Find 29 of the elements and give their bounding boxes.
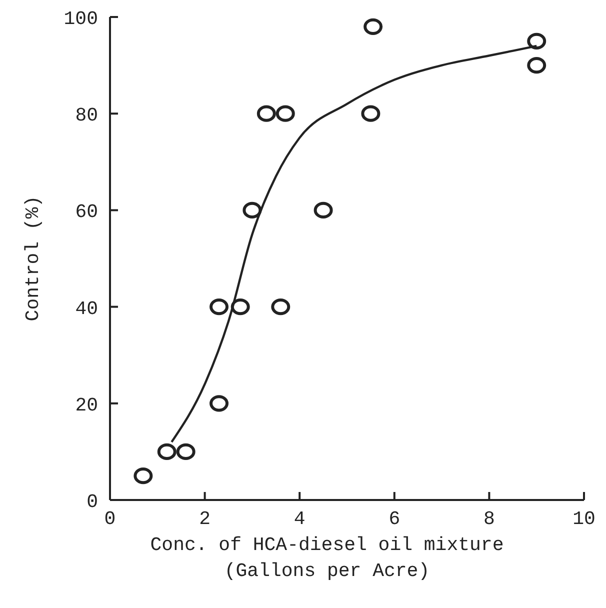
point: [134, 468, 153, 484]
point: [230, 298, 250, 316]
x-tick-label: 6: [388, 508, 400, 530]
y-tick-label: 0: [86, 491, 98, 513]
x-tick-label: 10: [572, 508, 596, 530]
y-axis-title: Control (%): [22, 196, 44, 322]
y-tick-label: 80: [75, 104, 98, 127]
y-tick-label: 20: [75, 394, 98, 416]
point: [242, 202, 262, 218]
y-tick-label: 40: [75, 298, 98, 320]
point: [276, 105, 295, 122]
point: [361, 105, 380, 122]
point: [176, 443, 196, 460]
point: [527, 57, 546, 74]
x-tick-label: 2: [199, 508, 211, 530]
x-tick-label: 8: [483, 508, 495, 530]
x-tick-label: 0: [104, 508, 116, 530]
point: [210, 395, 229, 412]
x-tick-label: 4: [294, 508, 306, 530]
x-axis-title: Conc. of HCA-diesel oil mixture (Gallons per Acre): [150, 534, 504, 582]
point: [210, 298, 229, 316]
point: [364, 18, 383, 35]
point: [157, 443, 176, 460]
point: [527, 32, 546, 50]
point: [271, 298, 290, 316]
y-tick-label: 100: [64, 8, 98, 30]
point: [256, 105, 276, 122]
y-tick-label: 60: [75, 201, 98, 224]
point: [314, 202, 333, 218]
